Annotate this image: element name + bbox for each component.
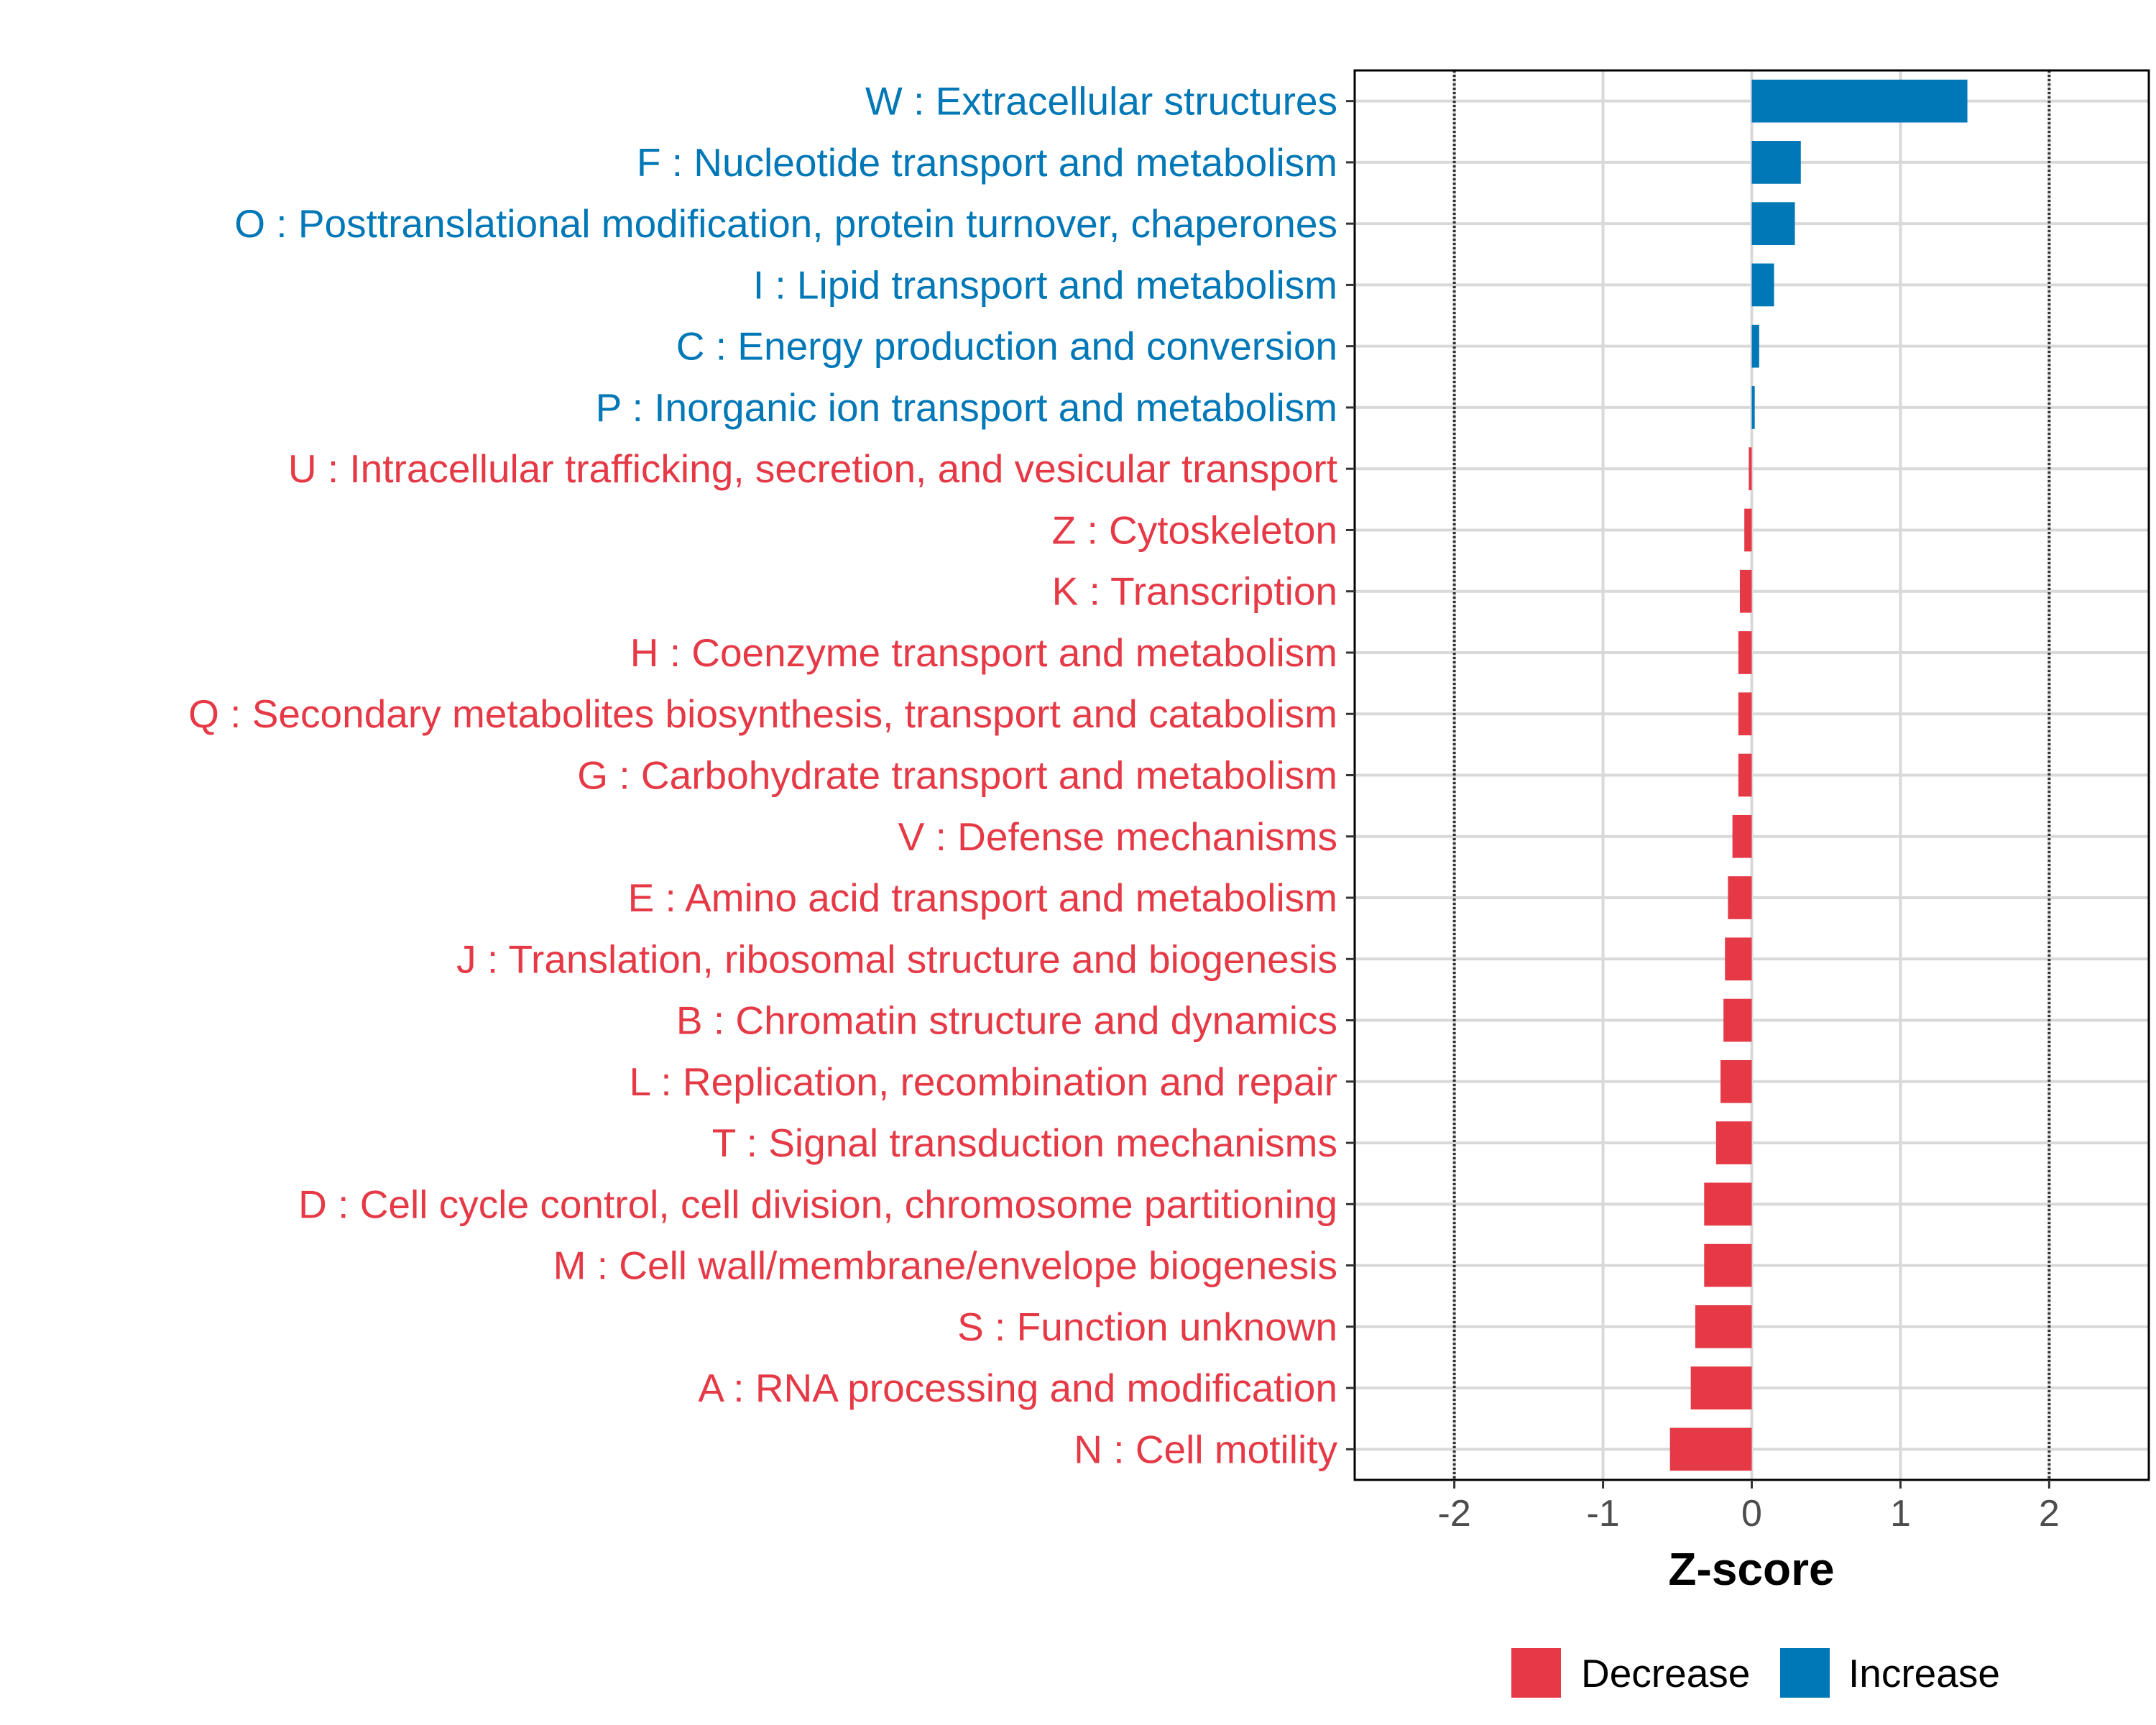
category-label: N : Cell motility <box>1074 1427 1337 1471</box>
category-label: I : Lipid transport and metabolism <box>753 262 1337 307</box>
x-axis-title: Z-score <box>1668 1543 1834 1595</box>
category-label: V : Defense mechanisms <box>898 814 1337 859</box>
category-label: H : Coenzyme transport and metabolism <box>630 630 1337 675</box>
category-label: U : Intracellular trafficking, secretion… <box>288 446 1337 491</box>
category-label: Q : Secondary metabolites biosynthesis, … <box>188 691 1337 736</box>
bar <box>1732 814 1752 858</box>
category-label: W : Extracellular structures <box>865 79 1337 124</box>
category-label: S : Function unknown <box>957 1305 1337 1349</box>
legend-label-decrease: Decrease <box>1581 1651 1750 1696</box>
category-label: F : Nucleotide transport and metabolism <box>637 140 1337 185</box>
category-label: O : Posttranslational modification, prot… <box>234 201 1337 246</box>
x-axis-tick-labels: -2 -1 0 1 2 <box>1438 1493 2060 1535</box>
bar <box>1738 631 1752 674</box>
x-tick-label: 2 <box>2039 1493 2060 1535</box>
bar <box>1751 202 1795 245</box>
bar <box>1690 1366 1752 1409</box>
bar <box>1751 79 1968 123</box>
bar <box>1723 998 1752 1042</box>
category-label: Z : Cytoskeleton <box>1052 507 1337 552</box>
category-label: A : RNA processing and modification <box>698 1366 1337 1410</box>
category-label: G : Carbohydrate transport and metabolis… <box>577 753 1337 798</box>
category-label: C : Energy production and conversion <box>676 324 1337 369</box>
category-label: D : Cell cycle control, cell division, c… <box>298 1182 1337 1226</box>
bar <box>1751 324 1759 368</box>
threshold-lines <box>1452 70 2051 1480</box>
category-label: L : Replication, recombination and repai… <box>630 1059 1337 1104</box>
x-tick-label: 0 <box>1741 1493 1762 1535</box>
bar <box>1749 447 1752 491</box>
bar <box>1751 263 1774 307</box>
bar <box>1704 1243 1752 1287</box>
bar <box>1695 1305 1752 1348</box>
x-tick-label: 1 <box>1890 1493 1911 1535</box>
bar <box>1720 1059 1752 1103</box>
x-tick-label: -1 <box>1586 1493 1619 1535</box>
bars <box>1669 79 1968 1471</box>
bar <box>1669 1427 1752 1471</box>
bar <box>1739 569 1752 613</box>
category-label: E : Amino acid transport and metabolism <box>628 875 1337 920</box>
x-tick-label: -2 <box>1438 1493 1471 1535</box>
bar <box>1751 141 1801 184</box>
bar <box>1715 1121 1752 1164</box>
bar <box>1738 692 1752 736</box>
bar <box>1751 386 1755 429</box>
bar <box>1728 876 1752 919</box>
legend-swatch-increase <box>1780 1648 1830 1698</box>
bar <box>1725 937 1752 981</box>
x-axis-ticks <box>1453 1480 2050 1489</box>
category-label: P : Inorganic ion transport and metaboli… <box>596 385 1337 430</box>
category-label: T : Signal transduction mechanisms <box>712 1121 1337 1165</box>
category-label: K : Transcription <box>1052 569 1337 614</box>
bar <box>1744 508 1752 552</box>
y-axis-labels: W : Extracellular structures F : Nucleoti… <box>188 79 1337 1472</box>
bar <box>1738 753 1752 797</box>
y-axis-ticks <box>1346 100 1355 1450</box>
category-label: B : Chromatin structure and dynamics <box>676 998 1337 1043</box>
bar <box>1704 1182 1752 1226</box>
legend: Decrease Increase <box>1511 1648 2000 1698</box>
legend-swatch-decrease <box>1511 1648 1561 1698</box>
category-label: J : Translation, ribosomal structure and… <box>456 937 1337 981</box>
legend-label-increase: Increase <box>1848 1651 2000 1696</box>
category-label: M : Cell wall/membrane/envelope biogenes… <box>553 1243 1337 1288</box>
